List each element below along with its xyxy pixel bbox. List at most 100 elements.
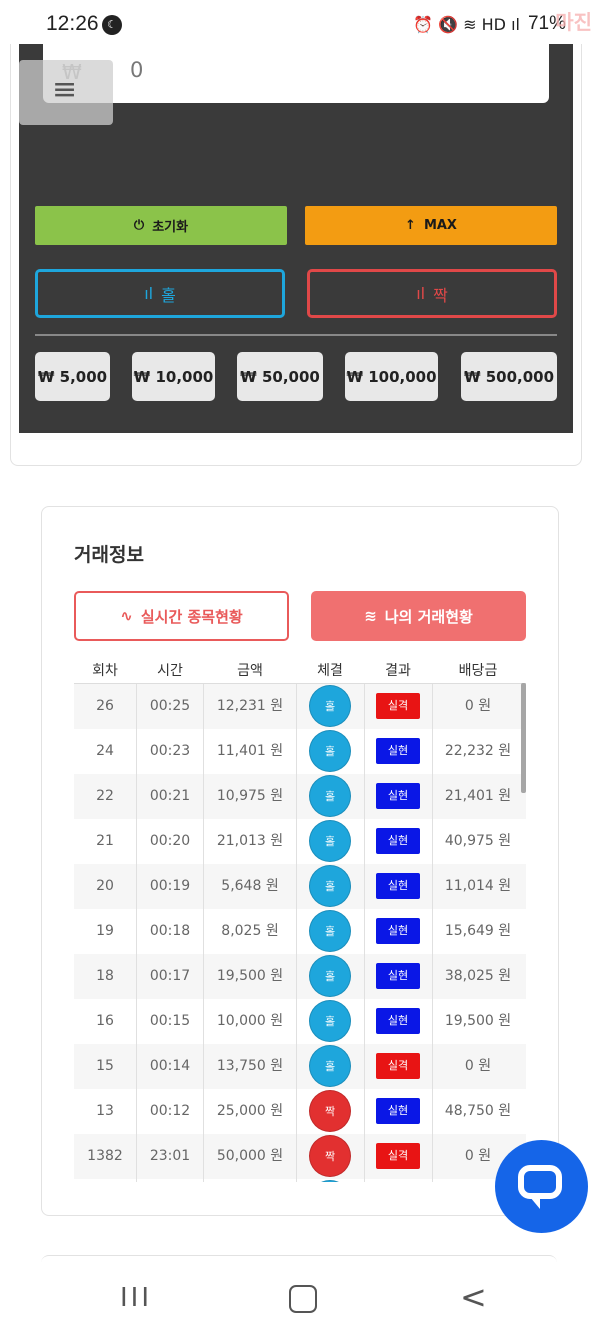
column-header: 시간 bbox=[157, 663, 183, 679]
result-badge: 실현 bbox=[376, 738, 420, 764]
amount-cell: 5,648 원 bbox=[221, 878, 279, 894]
table-row: 21 00:20 21,013 원 홀 실현 40,975 원 bbox=[74, 819, 526, 865]
even-bet-button[interactable]: ıl 짝 bbox=[307, 269, 557, 318]
amount-cell: 25,000 원 bbox=[216, 1103, 284, 1119]
home-icon[interactable] bbox=[289, 1285, 317, 1313]
table-header: 회차 시간 금액 체결 결과 배당금 bbox=[74, 660, 526, 682]
status-icons: ⏰ 🔇 ≋ HD ıl 71% bbox=[413, 13, 566, 35]
even-label: 짝 bbox=[433, 285, 448, 305]
chip-100000-button[interactable]: ₩ 100,000 bbox=[345, 352, 438, 401]
chip-500000-button[interactable]: ₩ 500,000 bbox=[461, 352, 557, 401]
table-row: 20 00:19 5,648 원 홀 실현 11,014 원 bbox=[74, 864, 526, 910]
power-icon: ⏻ bbox=[133, 218, 145, 233]
back-icon[interactable]: < bbox=[460, 1278, 487, 1316]
status-time: 12:26 bbox=[46, 12, 99, 35]
payout-cell: 0 원 bbox=[464, 698, 492, 714]
payout-cell: 48,750 원 bbox=[444, 1103, 512, 1119]
pick-ball: 짝 bbox=[309, 1090, 351, 1132]
my-trades-tab[interactable]: ≋ 나의 거래현황 bbox=[311, 591, 526, 641]
reset-button[interactable]: ⏻ 초기화 bbox=[35, 206, 287, 245]
bet-amount-input[interactable] bbox=[43, 40, 549, 103]
pick-ball: 홀 bbox=[309, 820, 351, 862]
table-row: 18 00:17 19,500 원 홀 실현 38,025 원 bbox=[74, 954, 526, 1000]
live-status-tab[interactable]: ∿ 실시간 종목현황 bbox=[74, 591, 289, 641]
pick-ball: 짝 bbox=[309, 1135, 351, 1177]
round-cell: 16 bbox=[96, 1013, 114, 1029]
chat-icon bbox=[518, 1165, 562, 1199]
table-row: 19 00:18 8,025 원 홀 실현 15,649 원 bbox=[74, 909, 526, 955]
table-row: 13 00:12 25,000 원 짝 실현 48,750 원 bbox=[74, 1089, 526, 1135]
column-header: 배당금 bbox=[458, 663, 498, 679]
result-badge: 실현 bbox=[376, 873, 420, 899]
column-header: 회차 bbox=[92, 663, 118, 679]
time-cell: 00:19 bbox=[149, 878, 191, 894]
chat-button[interactable] bbox=[495, 1140, 588, 1233]
payout-cell: 40,975 원 bbox=[444, 833, 512, 849]
amount-cell: 13,750 원 bbox=[216, 1058, 284, 1074]
time-cell: 00:17 bbox=[149, 968, 191, 984]
round-cell: 22 bbox=[96, 788, 114, 804]
payout-cell: 19,500 원 bbox=[444, 1013, 512, 1029]
result-badge: 실격 bbox=[376, 693, 420, 719]
chip-50000-button[interactable]: ₩ 50,000 bbox=[237, 352, 323, 401]
my-trades-label: 나의 거래현황 bbox=[384, 607, 473, 626]
time-cell: 00:20 bbox=[149, 833, 191, 849]
round-cell: 26 bbox=[96, 698, 114, 714]
payout-cell: 38,025 원 bbox=[444, 968, 512, 984]
payout-cell: 22,232 원 bbox=[444, 743, 512, 759]
time-cell: 23:01 bbox=[149, 1148, 191, 1164]
pick-ball: 홀 bbox=[309, 865, 351, 907]
max-button[interactable]: ↑ MAX bbox=[305, 206, 557, 245]
trade-table[interactable]: 26 00:25 12,231 원 홀 실격 0 원 24 00:23 11,401 원 홀 실현 2… bbox=[74, 683, 526, 1182]
time-cell: 00:18 bbox=[149, 923, 191, 939]
amount-cell: 21,013 원 bbox=[216, 833, 284, 849]
result-badge: 실격 bbox=[376, 1143, 420, 1169]
pick-ball: 홀 bbox=[309, 1180, 351, 1182]
payout-cell: 21,401 원 bbox=[444, 788, 512, 804]
result-badge: 실현 bbox=[376, 1008, 420, 1034]
do-not-disturb-icon: ☾ bbox=[102, 15, 122, 35]
table-row: 22 00:21 10,975 원 홀 실현 21,401 원 bbox=[74, 774, 526, 820]
amount-cell: 8,025 원 bbox=[221, 923, 279, 939]
round-cell: 18 bbox=[96, 968, 114, 984]
column-header: 체결 bbox=[317, 663, 343, 679]
menu-button[interactable] bbox=[19, 60, 113, 125]
table-scrollbar[interactable] bbox=[521, 683, 526, 793]
time-cell: 00:12 bbox=[149, 1103, 191, 1119]
round-cell: 15 bbox=[96, 1058, 114, 1074]
divider bbox=[35, 334, 557, 336]
column-header: 금액 bbox=[237, 663, 263, 679]
result-badge: 실격 bbox=[376, 1053, 420, 1079]
pick-ball: 홀 bbox=[309, 1045, 351, 1087]
round-cell: 24 bbox=[96, 743, 114, 759]
time-cell: 00:25 bbox=[149, 698, 191, 714]
table-row: 1382 23:01 50,000 원 짝 실격 0 원 bbox=[74, 1134, 526, 1180]
column-divider bbox=[432, 684, 433, 1182]
round-cell: 21 bbox=[96, 833, 114, 849]
live-status-label: 실시간 종목현황 bbox=[140, 607, 243, 626]
payout-cell: 11,014 원 bbox=[444, 878, 512, 894]
round-cell: 19 bbox=[96, 923, 114, 939]
chip-5000-button[interactable]: ₩ 5,000 bbox=[35, 352, 110, 401]
odd-bet-button[interactable]: ıl 홀 bbox=[35, 269, 285, 318]
signal-bars-icon: ıl bbox=[144, 284, 154, 303]
watermark-logo: 마진 bbox=[555, 10, 592, 34]
result-badge: 실현 bbox=[376, 828, 420, 854]
time-cell: 00:15 bbox=[149, 1013, 191, 1029]
next-card bbox=[41, 1255, 557, 1276]
hamburger-menu-icon: ≡ bbox=[52, 72, 78, 107]
amount-cell: 11,401 원 bbox=[216, 743, 284, 759]
result-badge: 실현 bbox=[376, 918, 420, 944]
waves-icon: ≋ bbox=[364, 607, 377, 625]
chip-10000-button[interactable]: ₩ 10,000 bbox=[132, 352, 215, 401]
battery-level: 71% bbox=[527, 13, 566, 34]
recent-apps-icon[interactable]: III bbox=[120, 1283, 153, 1313]
trade-info-title: 거래정보 bbox=[74, 544, 144, 566]
amount-cell: 19,500 원 bbox=[216, 968, 284, 984]
pick-ball: 홀 bbox=[309, 1000, 351, 1042]
column-divider bbox=[203, 684, 204, 1182]
arrow-up-icon: ↑ bbox=[405, 218, 416, 233]
payout-cell: 15,649 원 bbox=[444, 923, 512, 939]
result-badge: 실현 bbox=[376, 963, 420, 989]
table-row: 15 00:14 13,750 원 홀 실격 0 원 bbox=[74, 1044, 526, 1090]
